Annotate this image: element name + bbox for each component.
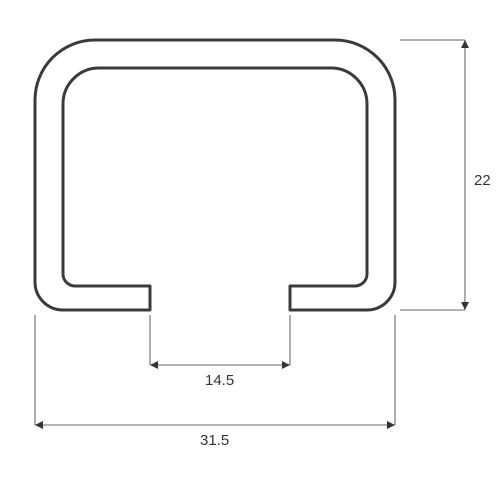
arrow-left-total [35,421,43,429]
profile-outline [35,40,395,310]
arrow-left-gap [150,361,158,369]
arrow-right-total [387,421,395,429]
label-height: 22 [474,172,491,189]
profile-drawing [0,0,500,500]
arrow-right-gap [282,361,290,369]
arrow-top-height [461,40,469,48]
label-total-width: 31.5 [200,432,229,449]
arrow-bottom-height [461,302,469,310]
label-gap-width: 14.5 [205,372,234,389]
